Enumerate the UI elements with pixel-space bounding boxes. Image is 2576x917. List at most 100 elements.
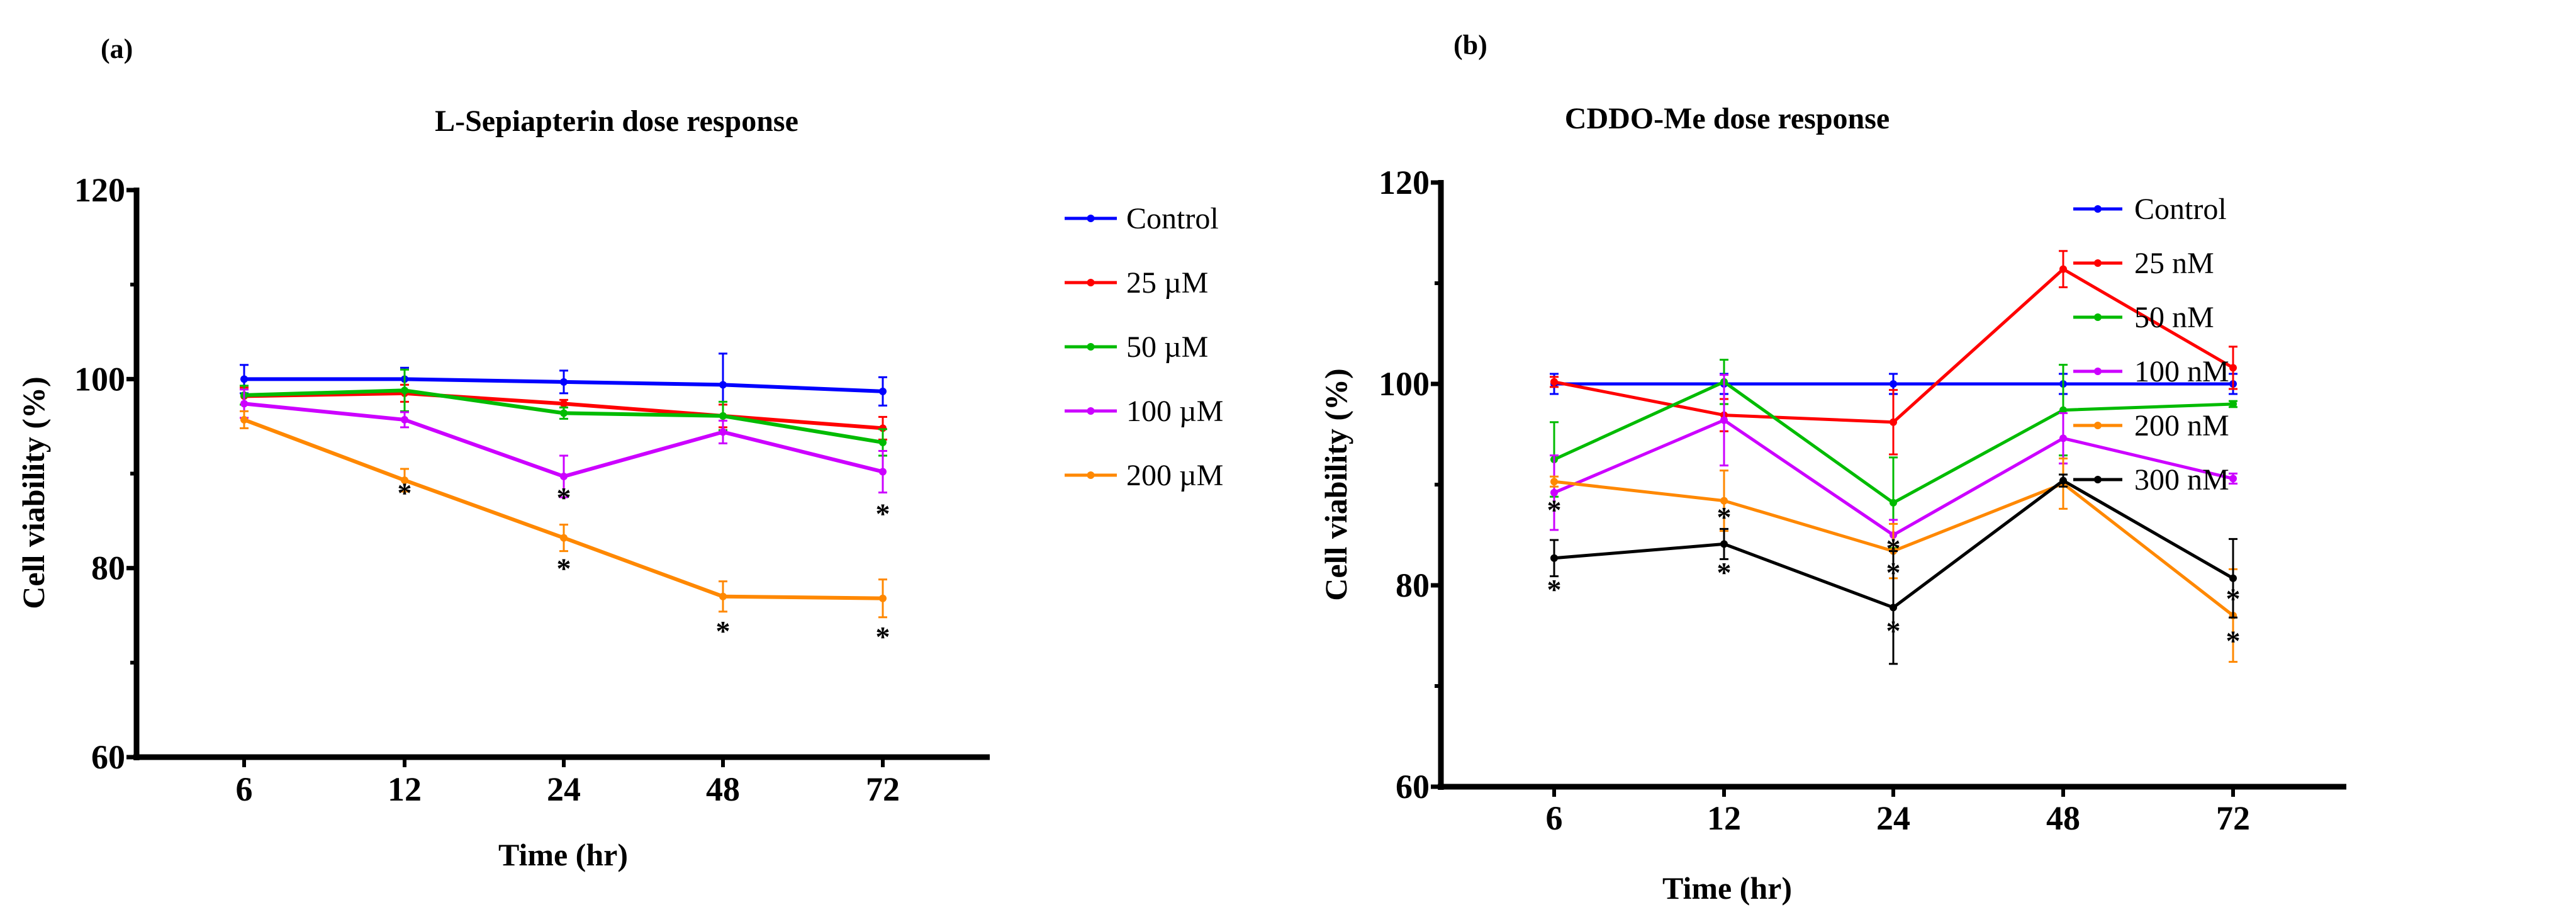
legend-marker: [2094, 422, 2102, 429]
legend-item: Control: [1065, 202, 1219, 235]
legend-item: 200 nM: [2073, 409, 2229, 442]
legend-item: 25 nM: [2073, 247, 2214, 280]
legend-label: Control: [1126, 202, 1219, 235]
data-point: [1550, 554, 1558, 562]
data-point: [240, 400, 248, 408]
x-tick-label: 12: [388, 770, 422, 808]
legend-marker: [2094, 368, 2102, 375]
chart-title: L-Sepiapterin dose response: [435, 104, 798, 138]
y-tick-label: 80: [91, 549, 125, 587]
legend-item: 100 µM: [1065, 395, 1223, 428]
legend-item: Control: [2073, 193, 2227, 226]
legend-marker: [2094, 313, 2102, 321]
y-tick-label: 100: [74, 360, 125, 398]
data-point: [2229, 400, 2237, 408]
x-axis-label: Time (hr): [498, 837, 628, 872]
panel-label: (b): [1453, 30, 1487, 60]
significance-asterisk: *: [557, 481, 571, 514]
significance-asterisk: *: [1717, 556, 1732, 588]
series-100-µm: [240, 388, 887, 498]
x-tick-label: 48: [2046, 799, 2080, 837]
x-tick-label: 6: [236, 770, 253, 808]
legend-label: 25 nM: [2134, 247, 2214, 280]
significance-asterisk: *: [716, 615, 731, 647]
data-point: [719, 428, 727, 436]
significance-asterisk: *: [398, 477, 412, 509]
data-point: [879, 594, 887, 602]
significance-asterisk: *: [1886, 615, 1901, 647]
data-point: [879, 468, 887, 476]
data-point: [240, 375, 248, 383]
series-300-nm: [1550, 473, 2237, 665]
data-point: [560, 473, 568, 481]
data-point: [719, 592, 727, 600]
x-tick-label: 72: [866, 770, 900, 808]
legend-item: 200 µM: [1065, 459, 1223, 492]
legend-marker: [1087, 471, 1095, 479]
data-point: [2229, 364, 2237, 372]
legend-item: 100 nM: [2073, 355, 2229, 388]
significance-asterisk: *: [1886, 532, 1901, 564]
panel-b: (b) CDDO-Me dose response Time (hr) Cell…: [1318, 30, 2346, 906]
y-tick-label: 60: [91, 738, 125, 776]
y-tick-label: 120: [74, 171, 125, 209]
data-point: [1550, 488, 1558, 497]
data-point: [1890, 498, 1897, 507]
legend-label: 300 nM: [2134, 463, 2229, 497]
data-point: [2059, 476, 2067, 485]
significance-asterisk: *: [1717, 501, 1732, 533]
significance-asterisk: *: [557, 553, 571, 585]
legend-marker: [2094, 205, 2102, 213]
legend-marker: [2094, 476, 2102, 483]
y-tick-label: 60: [1396, 768, 1430, 806]
legend-label: 50 µM: [1126, 330, 1208, 364]
legend-label: 25 µM: [1126, 266, 1208, 300]
data-point: [1720, 416, 1728, 424]
data-point: [401, 386, 408, 395]
y-tick-label: 120: [1379, 164, 1430, 201]
legend-marker: [1087, 343, 1095, 351]
data-point: [1550, 378, 1558, 386]
data-point: [1720, 540, 1728, 548]
legend-label: 100 µM: [1126, 395, 1223, 428]
data-point: [2059, 406, 2067, 414]
significance-asterisk: *: [1547, 494, 1562, 526]
data-point: [240, 415, 248, 424]
x-tick-label: 24: [547, 770, 581, 808]
x-tick-label: 6: [1546, 799, 1563, 837]
legend-item: 25 µM: [1065, 266, 1208, 300]
data-point: [2059, 434, 2067, 442]
data-point: [560, 400, 568, 408]
data-point: [401, 415, 408, 424]
x-tick-label: 12: [1707, 799, 1741, 837]
data-point: [1890, 418, 1897, 426]
legend-marker: [1087, 215, 1095, 222]
legend-label: 50 nM: [2134, 301, 2214, 334]
data-point: [879, 438, 887, 446]
legend-marker: [1087, 407, 1095, 415]
series-200-µm: [240, 410, 887, 619]
data-point: [560, 409, 568, 417]
data-point: [719, 412, 727, 420]
data-point: [1550, 478, 1558, 486]
legend-label: Control: [2134, 193, 2227, 226]
significance-asterisk: *: [876, 498, 890, 530]
data-point: [1890, 604, 1897, 612]
y-tick-label: 80: [1396, 566, 1430, 604]
legend-marker: [2094, 259, 2102, 267]
data-point: [401, 476, 408, 485]
x-axis-label: Time (hr): [1662, 870, 1792, 906]
legend-item: 50 µM: [1065, 330, 1208, 364]
significance-asterisk: *: [2226, 582, 2241, 614]
data-point: [719, 381, 727, 389]
legend-label: 100 nM: [2134, 355, 2229, 388]
y-axis-label: Cell viability (%): [16, 376, 51, 609]
data-point: [2229, 574, 2237, 582]
legend-marker: [1087, 279, 1095, 286]
data-point: [2059, 265, 2067, 273]
data-point: [879, 387, 887, 395]
chart-title: CDDO-Me dose response: [1565, 102, 1890, 135]
y-axis-label: Cell viability (%): [1318, 368, 1353, 600]
legend-label: 200 µM: [1126, 459, 1223, 492]
